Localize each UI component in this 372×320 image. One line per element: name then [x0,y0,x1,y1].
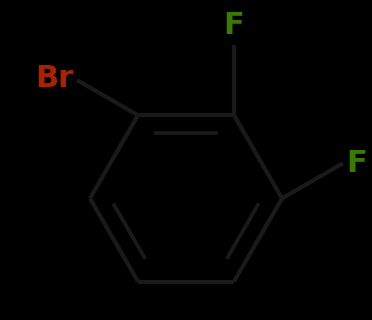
Text: F: F [346,149,367,178]
Text: F: F [224,11,244,40]
Text: Br: Br [36,64,74,93]
